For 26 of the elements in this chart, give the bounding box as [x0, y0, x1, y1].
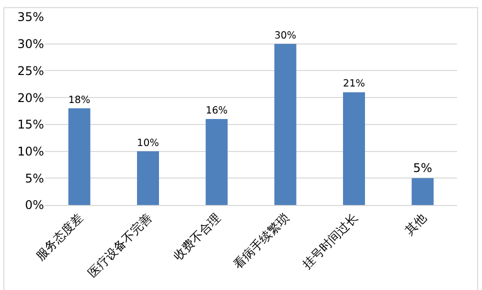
- y-tick-label: 25%: [17, 64, 44, 78]
- y-tick-label: 10%: [17, 144, 44, 158]
- x-tick-label: 看病手续繁琐: [230, 210, 292, 272]
- bar: [412, 178, 434, 205]
- data-label: 16%: [206, 106, 228, 117]
- bar: [274, 44, 296, 205]
- y-tick-label: 30%: [17, 37, 44, 52]
- x-tick-label: 收费不合理: [170, 210, 224, 264]
- data-label: 18%: [68, 94, 90, 106]
- y-tick-label: 0%: [24, 198, 44, 212]
- y-tick-label: 20%: [17, 90, 44, 105]
- y-tick-label: 35%: [17, 10, 44, 24]
- bar: [206, 119, 228, 205]
- x-tick-label: 服务态度差: [33, 210, 86, 264]
- data-label: 30%: [274, 30, 296, 42]
- data-label: 21%: [343, 78, 365, 90]
- x-tick-label: 挂号时间过长: [300, 210, 360, 272]
- x-tick-label: 其他: [402, 210, 430, 238]
- y-tick-label: 15%: [17, 118, 44, 132]
- data-label: 10%: [137, 138, 159, 149]
- y-tick-label: 5%: [24, 171, 44, 186]
- bar: [137, 151, 159, 205]
- x-tick-label: 医疗设备不完善: [85, 210, 154, 280]
- bar: [343, 92, 365, 205]
- data-label: 5%: [413, 161, 432, 176]
- bar: [68, 108, 90, 205]
